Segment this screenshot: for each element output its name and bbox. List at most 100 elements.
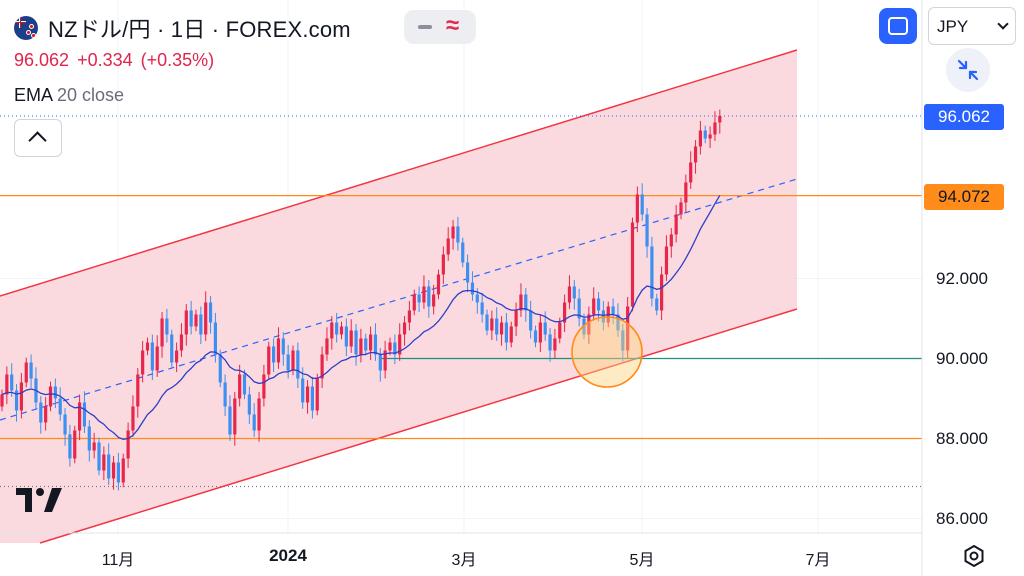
candle-body	[296, 350, 300, 379]
wave-icon[interactable]: ≈	[446, 12, 460, 39]
candle-body	[330, 322, 334, 339]
candle-body	[325, 338, 329, 355]
settings-gear-icon[interactable]	[962, 544, 986, 568]
y-tick: 86.000	[936, 509, 988, 528]
price-change-pct: (+0.35%)	[140, 50, 215, 70]
candle-body	[417, 294, 421, 303]
candle-body	[305, 386, 310, 403]
price-change: +0.334	[77, 50, 133, 70]
candle-body	[635, 194, 639, 223]
candle-body	[189, 310, 193, 327]
candle-body	[533, 330, 538, 343]
candle-body	[194, 314, 198, 327]
ema-line	[1, 195, 721, 440]
candle-body	[63, 414, 67, 435]
candle-body	[626, 306, 630, 351]
chevron-up-icon	[28, 131, 47, 150]
indicator-legend[interactable]: EMA 20 close	[14, 85, 124, 106]
candle-body	[383, 350, 387, 371]
candle-body	[136, 374, 140, 407]
compare-toggle[interactable]: ≈	[404, 10, 476, 44]
indicator-name: EMA	[14, 85, 54, 105]
candle-body	[655, 298, 659, 311]
candle-body	[427, 286, 431, 307]
candle-body	[53, 386, 57, 399]
candle-body	[184, 310, 188, 335]
candle-body	[378, 354, 382, 371]
nzd-flag-icon	[14, 16, 38, 40]
candle-body	[39, 402, 43, 423]
candle-body	[412, 294, 416, 311]
fullscreen-button[interactable]	[879, 8, 917, 44]
candle-body	[645, 214, 649, 247]
candle-body	[116, 462, 120, 483]
candle-body	[446, 238, 450, 255]
x-tick: 7月	[805, 552, 831, 569]
currency-select[interactable]: JPY	[928, 7, 1016, 45]
candle-body	[422, 286, 426, 303]
candle-body	[373, 334, 378, 355]
chevron-down-icon	[997, 18, 1009, 30]
candle-body	[664, 246, 669, 275]
candle-body	[286, 354, 290, 371]
indicator-params: 20 close	[57, 85, 125, 105]
candle-body	[669, 234, 673, 247]
symbol-title[interactable]: NZドル/円 · 1日 · FOREX.com	[48, 17, 351, 42]
candle-body	[92, 442, 96, 451]
candle-body	[456, 226, 460, 243]
candle-body	[170, 334, 174, 363]
candle-body	[199, 314, 203, 335]
candle-body	[267, 346, 271, 375]
candle-body	[432, 294, 436, 307]
price-summary: 96.062 +0.334 (+0.35%)	[14, 50, 222, 71]
candle-body	[276, 338, 281, 363]
candle-body	[0, 394, 4, 407]
candle-body	[204, 302, 208, 335]
x-tick: 11月	[101, 552, 135, 569]
channel-mid-line	[0, 178, 798, 421]
candle-body	[315, 378, 319, 411]
candle-body	[68, 434, 72, 459]
candle-body	[145, 342, 150, 351]
candle-body	[587, 314, 591, 335]
candle-body	[29, 362, 33, 379]
candle-body	[592, 298, 596, 315]
candle-body	[436, 274, 441, 295]
candle-body	[44, 406, 48, 423]
candle-body	[155, 346, 159, 371]
shrink-button[interactable]	[946, 48, 990, 92]
resistance-price-tag: 94.072	[924, 184, 1004, 210]
candle-body	[310, 386, 314, 411]
candle-body	[616, 314, 620, 331]
candle-body	[141, 350, 145, 375]
candle-body	[461, 242, 465, 263]
collapse-legend-button[interactable]	[14, 119, 62, 157]
candle-body	[684, 182, 688, 203]
candle-body	[272, 346, 276, 363]
candle-body	[708, 134, 712, 139]
candle-body	[475, 294, 479, 303]
minus-icon[interactable]	[418, 25, 432, 29]
tradingview-logo	[16, 488, 62, 512]
candle-body	[543, 322, 547, 335]
candle-body	[257, 398, 261, 431]
candle-body	[131, 406, 135, 431]
candle-body	[359, 338, 363, 355]
candle-body	[480, 302, 484, 315]
candle-body	[398, 334, 402, 355]
candle-body	[689, 162, 693, 183]
candle-body	[529, 310, 533, 331]
candle-body	[563, 302, 567, 323]
candle-body	[393, 342, 397, 355]
y-tick: 88.000	[936, 429, 988, 448]
candle-body	[509, 326, 513, 343]
candle-body	[514, 310, 518, 327]
candle-body	[247, 394, 251, 415]
candle-body	[596, 298, 601, 311]
candle-body	[611, 306, 615, 315]
candle-body	[703, 130, 707, 139]
candle-body	[577, 298, 581, 319]
candle-body	[339, 326, 344, 335]
x-tick: 2024	[269, 546, 307, 565]
